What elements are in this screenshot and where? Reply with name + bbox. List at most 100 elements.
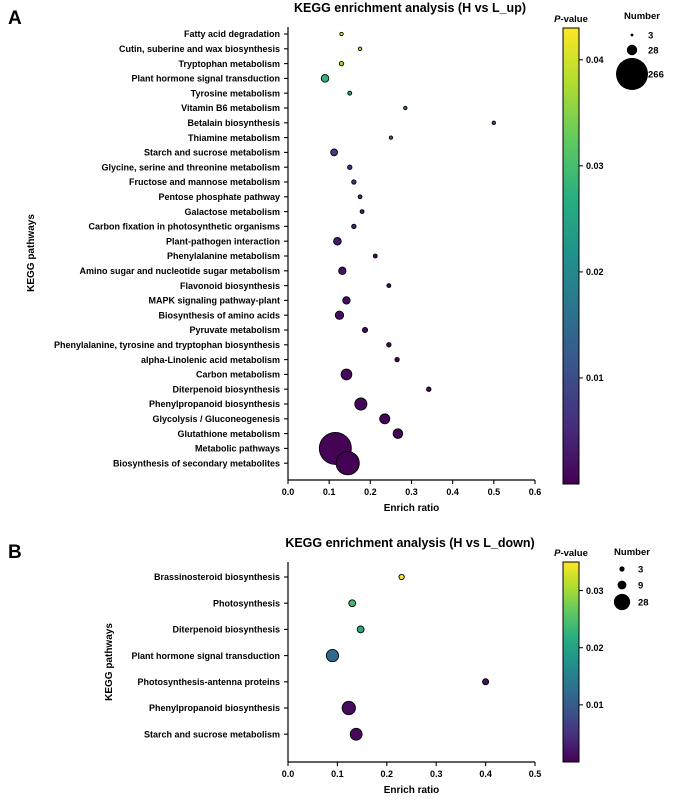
category-label: Biosynthesis of amino acids bbox=[158, 310, 280, 320]
data-point bbox=[341, 700, 356, 716]
x-tick-label: 0.4 bbox=[479, 769, 492, 779]
x-tick-label: 0.5 bbox=[488, 487, 501, 497]
data-point bbox=[348, 599, 357, 608]
category-label: alpha-Linolenic acid metabolism bbox=[141, 355, 280, 365]
category-label: Flavonoid biosynthesis bbox=[180, 281, 280, 291]
data-point bbox=[320, 74, 330, 83]
x-tick-label: 0.4 bbox=[446, 487, 459, 497]
data-point bbox=[372, 253, 378, 259]
data-point bbox=[394, 356, 400, 363]
category-label: Phenylpropanoid biosynthesis bbox=[149, 399, 280, 409]
colorbar-title: P-value bbox=[554, 14, 588, 25]
colorbar-tick-label: 0.01 bbox=[586, 373, 604, 383]
category-label: Tyrosine metabolism bbox=[191, 88, 280, 98]
data-point bbox=[359, 209, 365, 215]
data-point bbox=[335, 451, 360, 476]
colorbar-title: P-value bbox=[554, 548, 588, 559]
size-legend-label: 28 bbox=[638, 597, 649, 608]
category-label: Fatty acid degradation bbox=[184, 29, 280, 39]
category-label: Phenylalanine, tyrosine and tryptophan b… bbox=[54, 340, 280, 350]
data-point bbox=[339, 31, 344, 37]
x-axis-label: Enrich ratio bbox=[384, 503, 440, 514]
colorbar bbox=[562, 561, 580, 763]
x-tick-label: 0.2 bbox=[381, 769, 394, 779]
category-label: Vitamin B6 metabolism bbox=[181, 103, 280, 113]
data-point bbox=[330, 148, 338, 157]
category-label: Diterpenoid biosynthesis bbox=[172, 625, 280, 635]
data-point bbox=[347, 90, 353, 96]
category-label: Cutin, suberine and wax biosynthesis bbox=[119, 44, 280, 54]
x-tick-label: 0.2 bbox=[364, 487, 377, 497]
y-axis-label: KEGG pathways bbox=[104, 623, 115, 701]
data-point bbox=[334, 310, 345, 320]
y-axis-label: KEGG pathways bbox=[26, 214, 37, 292]
size-legend-marker bbox=[613, 593, 631, 611]
x-tick-label: 0.3 bbox=[405, 487, 418, 497]
category-label: Starch and sucrose metabolism bbox=[144, 729, 280, 739]
colorbar-tick-label: 0.03 bbox=[586, 161, 604, 171]
size-legend-title: Number bbox=[614, 547, 650, 558]
size-legend-title: Number bbox=[624, 11, 660, 22]
x-tick-label: 0.3 bbox=[430, 769, 443, 779]
data-point bbox=[357, 194, 363, 200]
category-label: Betalain biosynthesis bbox=[187, 118, 280, 128]
data-point bbox=[392, 428, 404, 439]
size-legend-label: 9 bbox=[638, 580, 643, 591]
data-point bbox=[491, 120, 496, 125]
size-legend-label: 266 bbox=[648, 69, 664, 80]
category-label: Carbon fixation in photosynthetic organi… bbox=[88, 222, 280, 232]
category-label: Phenylpropanoid biosynthesis bbox=[149, 703, 280, 713]
category-label: Galactose metabolism bbox=[184, 207, 280, 217]
category-label: Glutathione metabolism bbox=[177, 429, 280, 439]
category-label: Pyruvate metabolism bbox=[189, 325, 280, 335]
data-point bbox=[338, 266, 347, 275]
colorbar-tick-label: 0.03 bbox=[586, 586, 604, 596]
data-point bbox=[356, 625, 365, 634]
colorbar bbox=[562, 27, 580, 485]
data-point bbox=[351, 179, 357, 185]
panel-b: KEGG enrichment analysis (H vs L_down) 0.… bbox=[104, 536, 650, 796]
data-point bbox=[403, 105, 408, 111]
category-label: Diterpenoid biosynthesis bbox=[172, 384, 280, 394]
category-label: Metabolic pathways bbox=[195, 444, 280, 454]
size-legend-marker bbox=[626, 44, 638, 56]
category-label: Carbon metabolism bbox=[196, 370, 280, 380]
data-point bbox=[349, 727, 363, 741]
colorbar-tick-label: 0.02 bbox=[586, 267, 604, 277]
category-label: Thiamine metabolism bbox=[188, 133, 280, 143]
data-point bbox=[338, 60, 345, 67]
data-point bbox=[398, 573, 405, 581]
size-legend-marker bbox=[617, 580, 627, 590]
category-label: Pentose phosphate pathway bbox=[158, 192, 280, 202]
data-point bbox=[342, 296, 351, 305]
colorbar-tick-label: 0.02 bbox=[586, 643, 604, 653]
panel-label-a: A bbox=[8, 8, 22, 29]
category-label: Glycolysis / Gluconeogenesis bbox=[152, 414, 280, 424]
data-point bbox=[388, 135, 394, 140]
data-point bbox=[357, 46, 363, 51]
panel-a: KEGG enrichment analysis (H vs L_up) 0.0 0… bbox=[26, 1, 664, 514]
category-label: Glycine, serine and threonine metabolism bbox=[101, 162, 280, 172]
size-legend-label: 3 bbox=[638, 564, 643, 575]
category-label: Phenylalanine metabolism bbox=[167, 251, 280, 261]
x-tick-label: 0.1 bbox=[331, 769, 344, 779]
data-point bbox=[333, 236, 342, 246]
category-label: Plant hormone signal transduction bbox=[131, 74, 280, 84]
category-label: MAPK signaling pathway-plant bbox=[148, 296, 280, 306]
chart-title: KEGG enrichment analysis (H vs L_up) bbox=[294, 1, 526, 15]
size-legend-marker bbox=[619, 566, 625, 572]
data-point bbox=[354, 397, 368, 411]
size-legend-label: 28 bbox=[648, 45, 659, 56]
colorbar-tick-label: 0.01 bbox=[586, 700, 604, 710]
data-point bbox=[482, 678, 490, 686]
data-point bbox=[379, 413, 391, 425]
x-tick-label: 0.6 bbox=[529, 487, 542, 497]
panel-label-b: B bbox=[8, 542, 22, 563]
chart-title: KEGG enrichment analysis (H vs L_down) bbox=[285, 536, 534, 550]
category-label: Biosynthesis of secondary metabolites bbox=[113, 458, 280, 468]
data-point bbox=[361, 326, 369, 334]
category-label: Amino sugar and nucleotide sugar metabol… bbox=[79, 266, 280, 276]
data-point bbox=[340, 368, 353, 381]
category-label: Starch and sucrose metabolism bbox=[144, 148, 280, 158]
category-label: Photosynthesis-antenna proteins bbox=[137, 677, 280, 687]
